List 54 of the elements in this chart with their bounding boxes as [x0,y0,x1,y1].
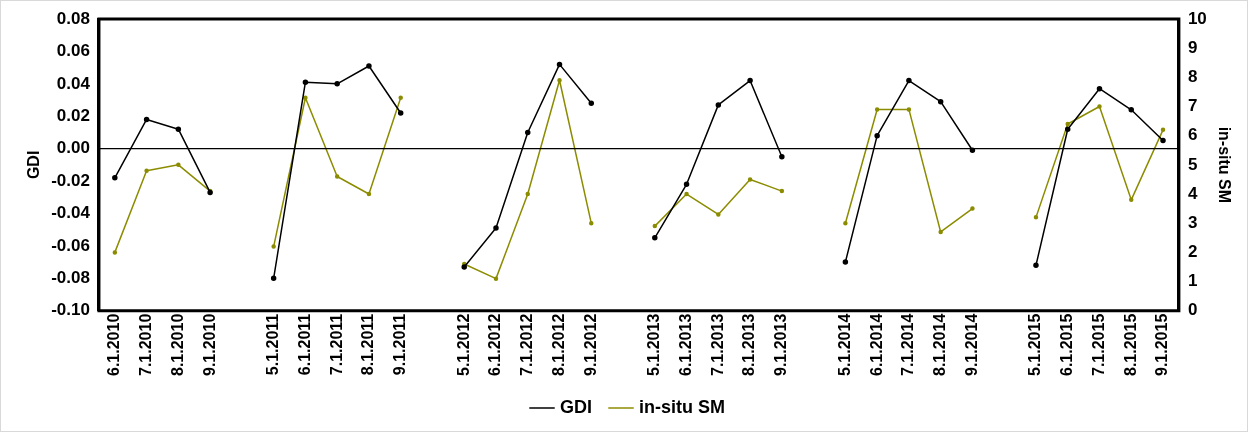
y2-tick-label: 2 [1187,242,1198,262]
x-tick-label: 9.1.2010 [200,313,218,376]
y2-tick-label: 3 [1187,212,1198,232]
y2-tick-label: 6 [1187,125,1198,145]
x-tick-label: 9.1.2014 [962,313,980,376]
x-tick-label: 8.1.2013 [740,313,758,376]
x-tick-label: 9.1.2013 [772,313,790,376]
y2-axis-title: in-situ SM [1215,126,1233,204]
x-tick-label: 8.1.2011 [359,313,377,376]
x-tick-label: 7.1.2013 [708,313,726,376]
y2-tick-label: 1 [1187,271,1198,291]
x-tick-label: 7.1.2015 [1089,313,1107,376]
x-tick-label: 8.1.2015 [1121,313,1139,376]
y2-tick-label: 4 [1187,183,1198,203]
x-tick-label: 9.1.2012 [581,313,599,376]
x-tick-label: 8.1.2014 [931,313,949,376]
x-tick-label: 6.1.2014 [867,313,885,376]
y2-tick-label: 8 [1187,67,1198,87]
y-tick-label: -0.06 [51,235,90,255]
y2-tick-label: 9 [1187,37,1198,57]
y2-tick-label: 5 [1187,154,1198,174]
y-axis-title: GDI [25,150,43,180]
x-tick-label: 6.1.2013 [676,313,694,376]
y-tick-label: 0.04 [56,73,91,93]
x-tick-label: 8.1.2012 [549,313,567,376]
x-tick-label: 6.1.2012 [486,313,504,376]
y-tick-label: -0.02 [51,170,90,190]
x-tick-label: 8.1.2010 [168,313,186,376]
y-tick-label: 0.02 [56,105,90,125]
y2-tick-label: 7 [1187,96,1198,116]
x-tick-label: 6.1.2010 [105,313,123,376]
y-tick-label: 0.08 [56,8,90,28]
x-tick-label: 7.1.2014 [899,313,917,376]
x-tick-label: 5.1.2014 [835,313,853,376]
x-tick-label: 9.1.2015 [1153,313,1171,376]
x-tick-label: 7.1.2012 [518,313,536,376]
y-tick-label: 0.00 [56,138,90,158]
y-tick-label: -0.10 [51,300,90,320]
y2-tick-label: 0 [1187,300,1198,320]
x-tick-label: 7.1.2010 [137,313,154,376]
x-tick-label: 7.1.2011 [327,313,345,376]
y-tick-label: -0.04 [51,203,91,223]
x-tick-label: 6.1.2011 [295,313,313,376]
legend-label: in-situ SM [639,396,725,417]
y2-tick-label: 10 [1187,8,1207,28]
x-tick-label: 5.1.2015 [1026,313,1044,376]
x-tick-label: 6.1.2015 [1058,313,1076,376]
x-tick-label: 5.1.2013 [645,313,663,376]
x-tick-label: 5.1.2012 [454,313,472,376]
legend-label: GDI [560,396,593,417]
y-tick-label: -0.08 [51,267,90,287]
x-tick-label: 9.1.2011 [391,313,409,376]
y-tick-label: 0.06 [56,41,90,61]
x-tick-label: 5.1.2011 [264,313,282,376]
